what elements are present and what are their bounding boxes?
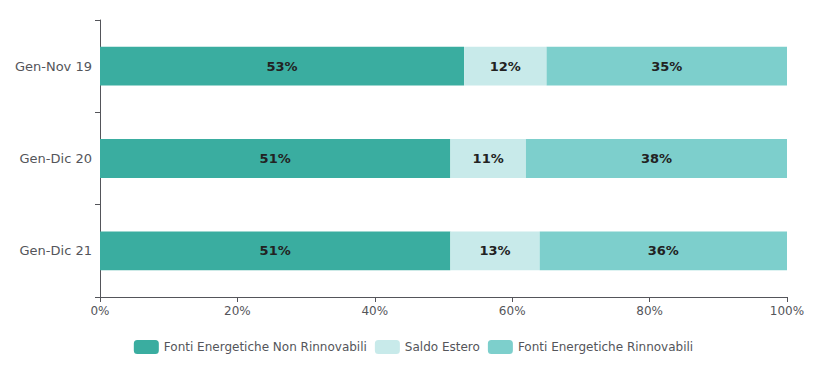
svg-text:Fonti Energetiche Rinnovabili: Fonti Energetiche Rinnovabili bbox=[518, 340, 693, 354]
svg-text:Gen-Nov 19: Gen-Nov 19 bbox=[15, 59, 92, 74]
svg-text:53%: 53% bbox=[266, 59, 297, 74]
svg-text:51%: 51% bbox=[260, 243, 291, 258]
svg-text:60%: 60% bbox=[499, 304, 526, 318]
svg-text:80%: 80% bbox=[636, 304, 663, 318]
svg-text:38%: 38% bbox=[641, 151, 672, 166]
svg-text:40%: 40% bbox=[361, 304, 388, 318]
svg-text:36%: 36% bbox=[648, 243, 679, 258]
svg-text:20%: 20% bbox=[224, 304, 251, 318]
svg-text:100%: 100% bbox=[770, 304, 804, 318]
svg-text:0%: 0% bbox=[90, 304, 109, 318]
svg-text:Gen-Dic 20: Gen-Dic 20 bbox=[20, 151, 92, 166]
svg-text:Fonti Energetiche Non Rinnovab: Fonti Energetiche Non Rinnovabili bbox=[164, 340, 367, 354]
svg-text:35%: 35% bbox=[651, 59, 682, 74]
svg-text:Saldo Estero: Saldo Estero bbox=[405, 340, 480, 354]
svg-text:12%: 12% bbox=[490, 59, 521, 74]
svg-text:11%: 11% bbox=[473, 151, 504, 166]
svg-text:13%: 13% bbox=[479, 243, 510, 258]
svg-text:51%: 51% bbox=[260, 151, 291, 166]
svg-text:Gen-Dic 21: Gen-Dic 21 bbox=[20, 243, 92, 258]
